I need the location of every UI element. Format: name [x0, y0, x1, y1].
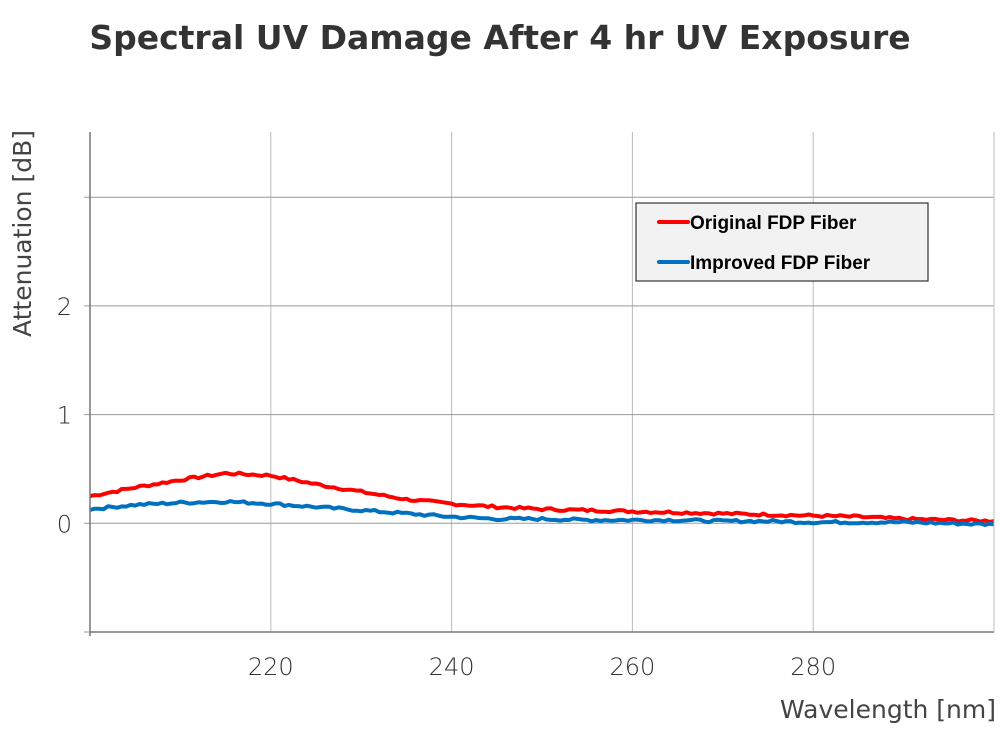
legend: Original FDP Fiber Improved FDP Fiber [635, 202, 929, 282]
series-line-0 [89, 470, 995, 524]
legend-box [635, 202, 929, 282]
series-lines [89, 470, 995, 527]
x-axis-label: Wavelength [nm] [780, 695, 996, 724]
legend-label-0: Original FDP Fiber [690, 213, 857, 234]
y-tick-label: 1 [57, 402, 72, 430]
series-line-1 [89, 499, 995, 527]
x-tick-label: 220 [248, 653, 294, 681]
x-tick-label: 240 [429, 653, 475, 681]
x-tick-label: 280 [790, 653, 836, 681]
tick-labels: 220 240 260 280 0 1 2 [57, 293, 836, 681]
legend-label-1: Improved FDP Fiber [690, 253, 871, 274]
chart-title: Spectral UV Damage After 4 hr UV Exposur… [89, 18, 911, 57]
axes [89, 132, 995, 636]
y-tick-label: 0 [57, 510, 72, 538]
y-tick-label: 2 [57, 293, 72, 321]
y-axis-label: Attenuation [dB] [8, 130, 37, 337]
x-tick-label: 260 [609, 653, 655, 681]
